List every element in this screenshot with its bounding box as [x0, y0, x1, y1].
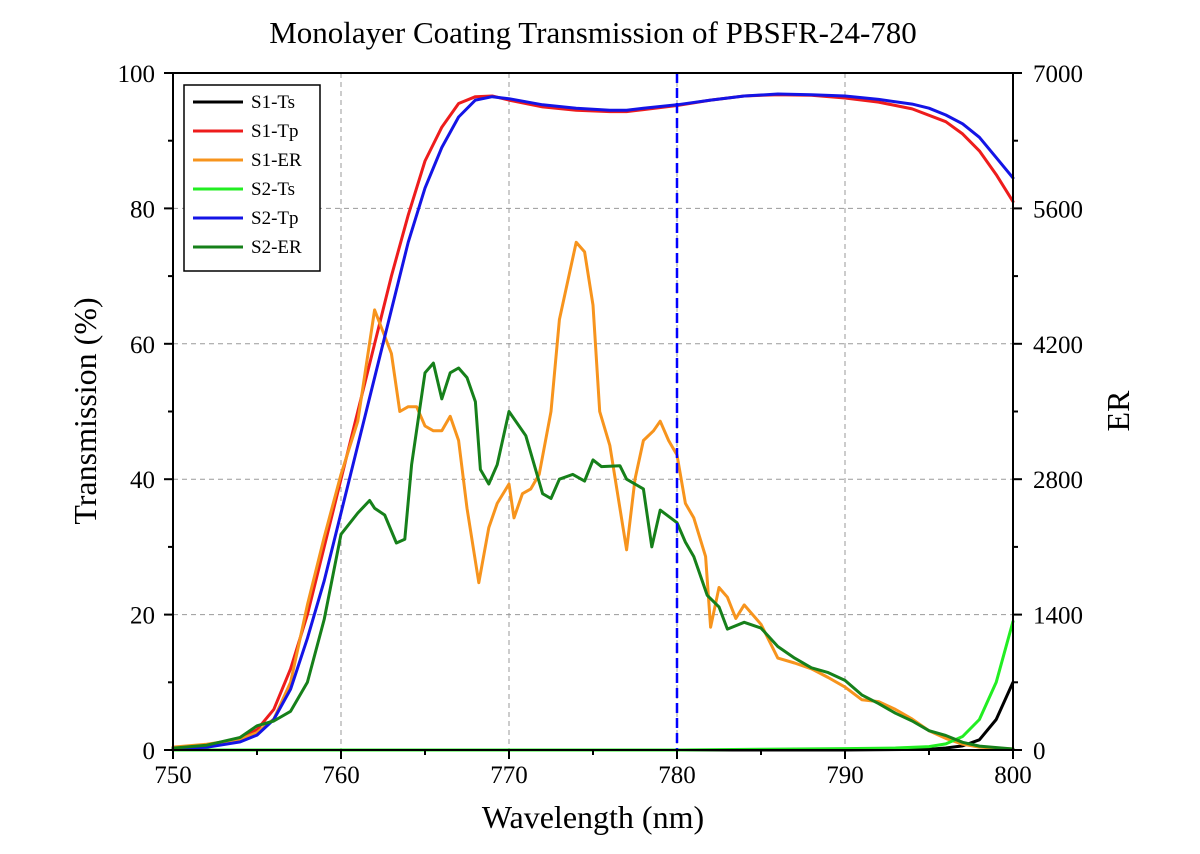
series-s1-ts-line [171, 680, 1015, 752]
y2-tick-label: 1400 [1033, 603, 1083, 630]
legend-label-s1-er: S1-ER [251, 150, 302, 171]
legend-label-s2-er: S2-ER [251, 237, 302, 258]
series-s2-er-line [171, 361, 1015, 751]
x-tick-labels: 750 760 770 780 790 800 [154, 762, 1032, 789]
y2-tick-labels: 0 1400 2800 4200 5600 7000 [1033, 61, 1083, 765]
legend-label-s2-ts: S2-Ts [251, 179, 295, 200]
y-tick-label: 60 [130, 332, 155, 359]
y2-tick-label: 0 [1033, 738, 1046, 765]
y-tick-label: 40 [130, 467, 155, 494]
y-tick-label: 20 [130, 603, 155, 630]
y2-tick-label: 2800 [1033, 467, 1083, 494]
legend-box [183, 84, 321, 272]
series-s2-tp-line [171, 92, 1015, 751]
y-axis-title: Transmission (%) [67, 297, 103, 524]
y-tick-label: 100 [118, 61, 156, 88]
x-tick-label: 790 [826, 762, 864, 789]
legend-label-s1-ts: S1-Ts [251, 92, 295, 113]
y-tick-label: 80 [130, 196, 155, 223]
legend-label-s1-tp: S1-Tp [251, 121, 299, 142]
y-tick-labels: 0 20 40 60 80 100 [118, 61, 156, 765]
chart-title: Monolayer Coating Transmission of PBSFR-… [269, 15, 917, 50]
x-tick-label: 770 [490, 762, 528, 789]
axis-ticks [164, 72, 1022, 759]
y2-tick-label: 4200 [1033, 332, 1083, 359]
x-tick-label: 750 [154, 762, 192, 789]
x-tick-label: 760 [322, 762, 360, 789]
x-tick-label: 780 [658, 762, 696, 789]
x-axis-title: Wavelength (nm) [482, 799, 704, 835]
legend: S1-Ts S1-Tp S1-ER S2-Ts S2-Tp S2-ER [183, 84, 321, 272]
series-s1-er-line [171, 240, 1015, 751]
y-tick-label: 0 [143, 738, 156, 765]
legend-label-s2-tp: S2-Tp [251, 208, 299, 229]
y2-tick-label: 5600 [1033, 196, 1083, 223]
y2-tick-label: 7000 [1033, 61, 1083, 88]
y2-axis-title: ER [1100, 390, 1136, 432]
x-tick-label: 800 [994, 762, 1032, 789]
